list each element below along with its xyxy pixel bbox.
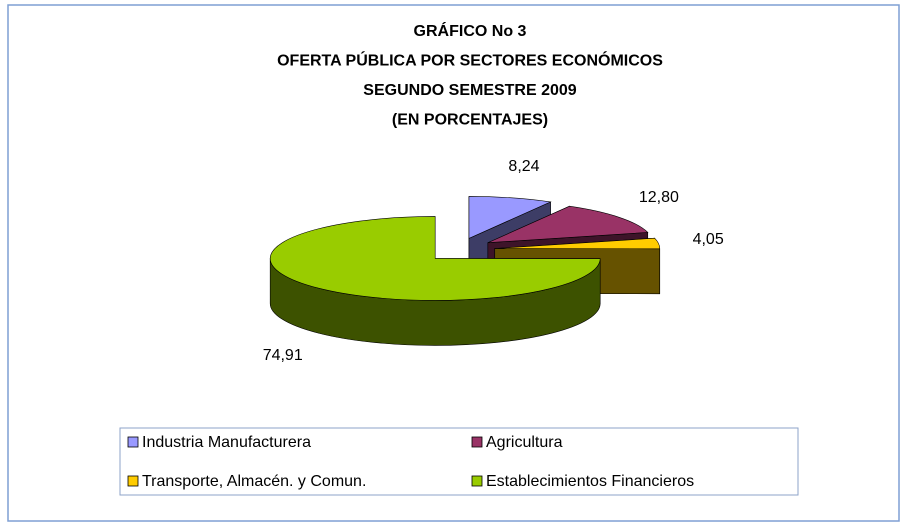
data-label: 8,24 [508,158,539,175]
legend-label: Establecimientos Financieros [486,473,694,490]
legend-swatch [127,436,139,448]
data-label: 4,05 [693,231,724,248]
legend-label: Transporte, Almacén. y Comun. [142,473,366,490]
legend-label: Agricultura [486,434,563,451]
chart-title: (EN PORCENTAJES) [392,112,548,129]
data-label: 74,91 [263,347,303,364]
chart-title: OFERTA PÚBLICA POR SECTORES ECONÓMICOS [277,51,663,70]
legend-swatch [127,475,139,487]
legend-box [119,427,799,496]
slice [468,196,552,239]
slice [269,216,601,301]
legend-label: Industria Manufacturera [142,434,311,451]
slice [494,237,661,250]
legend-swatch [471,436,483,448]
legend-swatch [471,475,483,487]
slice [487,205,649,244]
chart-title: SEGUNDO SEMESTRE 2009 [363,82,577,99]
chart-title: GRÁFICO No 3 [414,21,527,40]
data-label: 12,80 [639,189,679,206]
